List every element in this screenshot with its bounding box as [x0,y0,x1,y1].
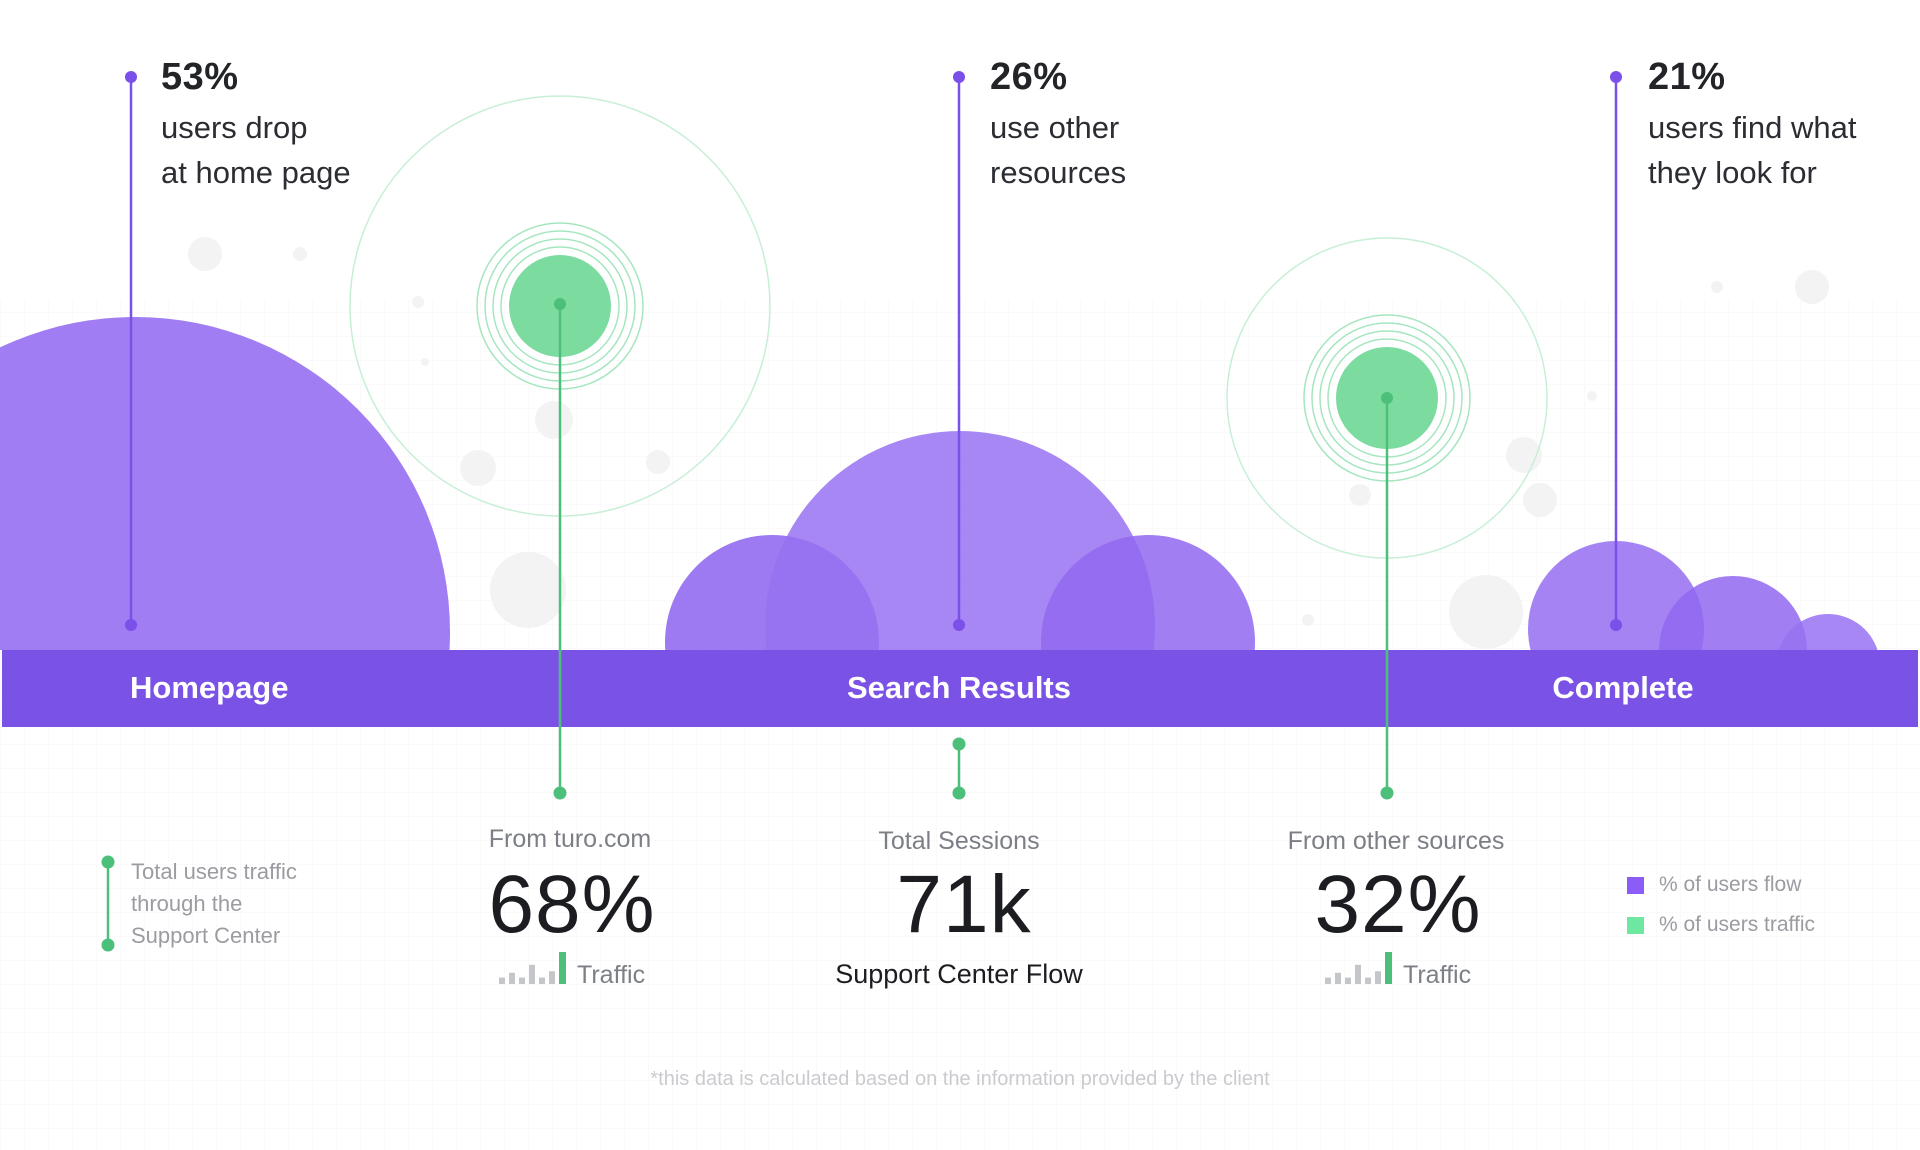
sparkline-bar [539,977,545,984]
sparkline-bar [1355,964,1361,984]
sparkline-turo [499,952,566,984]
stage-homepage-description: users drop at home page [161,105,351,195]
total-sessions-label: Total Sessions [878,827,1040,855]
sparkline-other [1325,952,1392,984]
sparkline-bar [559,952,566,984]
stage-homepage-description-line: at home page [161,155,351,190]
sparkline-bar [499,977,505,984]
support-center-flow-label: Support Center Flow [835,959,1083,989]
traffic-other-caption: Traffic [1403,961,1472,989]
bubble-complete-3 [1778,614,1878,650]
stage-search-description-line: resources [990,155,1127,190]
legend-swatches [1627,877,1644,934]
sparkline-bar [1335,972,1341,984]
legend-swatch-traffic [1627,917,1644,934]
bubble-search-right [1041,535,1255,650]
support-center-note: Total users traffic through the Support … [131,856,297,952]
stage-complete-description: users find what they look for [1648,105,1857,195]
legend-traffic-label: % of users traffic [1659,913,1816,936]
stage-complete-description-line: they look for [1648,155,1817,190]
support-center-note-line: through the [131,891,243,916]
traffic-other-value: 32% [1314,859,1482,950]
stage-search-description: use other resources [990,105,1126,195]
bubble-homepage [0,317,450,650]
legend-swatch-flow [1627,877,1644,894]
sparkline-bar [529,964,535,984]
stage-homepage-description-line: users drop [161,110,308,145]
stage-complete-description-line: users find what [1648,110,1857,145]
stage-bar [2,650,1918,727]
support-center-note-line: Total users traffic [131,859,297,884]
sparkline-bar [1365,977,1371,984]
sparkline-bar [1385,952,1392,984]
traffic-other-label: From other sources [1287,827,1505,855]
support-center-note-line: Support Center [131,923,281,948]
total-sessions-value: 71k [896,859,1032,950]
sparkline-bar [509,972,515,984]
decor-dots [188,237,1829,649]
sparkline-bar [519,977,525,984]
footnote: *this data is calculated based on the in… [650,1068,1270,1090]
sparkline-bar [1325,977,1331,984]
traffic-turo-caption: Traffic [577,961,646,989]
stage-label-search-results: Search Results [847,670,1071,705]
stage-label-homepage: Homepage [130,670,289,705]
bubble-complete-2 [1659,576,1807,650]
stage-callout-lines [125,71,1622,631]
stage-search-description-line: use other [990,110,1120,145]
sparkline-bar [1345,977,1351,984]
sparkline-bar [1375,971,1381,984]
traffic-turo-label: From turo.com [488,825,652,853]
stage-search-percent: 26% [990,56,1068,98]
traffic-turo-value: 68% [488,859,656,950]
sparkline-bar [549,971,555,984]
stage-homepage-percent: 53% [161,56,239,98]
traffic-callout-lines [101,298,1394,952]
stage-label-complete: Complete [1552,670,1694,705]
legend-flow-label: % of users flow [1659,873,1802,896]
stage-complete-percent: 21% [1648,56,1726,98]
